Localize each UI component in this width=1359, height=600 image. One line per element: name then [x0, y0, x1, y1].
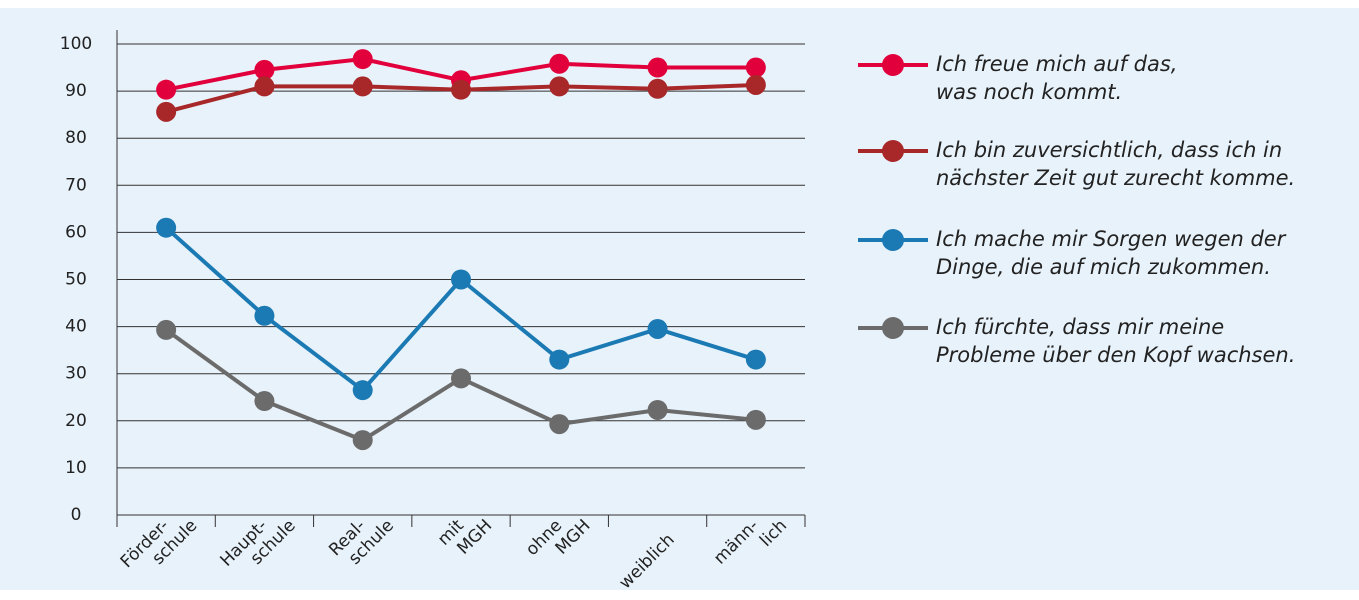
marker	[352, 430, 373, 451]
marker	[745, 74, 766, 95]
legend-label: Ich freue mich auf das,	[936, 52, 1177, 76]
marker	[647, 57, 668, 78]
marker	[156, 319, 177, 340]
y-tick-label: 10	[65, 458, 87, 478]
legend-label: was noch kommt.	[936, 80, 1122, 104]
marker	[352, 76, 373, 97]
marker	[549, 76, 570, 97]
y-tick-label: 0	[71, 505, 82, 525]
marker	[549, 414, 570, 435]
legend-label: Ich fürchte, dass mir meine	[936, 315, 1224, 339]
y-tick-label: 60	[65, 222, 87, 242]
legend-label: Dinge, die auf mich zukommen.	[936, 255, 1271, 279]
y-tick-label: 40	[65, 317, 87, 337]
marker	[549, 349, 570, 370]
y-tick-label: 70	[65, 175, 87, 195]
marker	[254, 76, 275, 97]
legend-label: Probleme über den Kopf wachsen.	[936, 343, 1295, 367]
legend-marker	[882, 140, 904, 162]
marker	[647, 399, 668, 420]
y-tick-label: 50	[65, 270, 87, 290]
marker	[156, 79, 177, 100]
marker	[647, 78, 668, 99]
marker	[549, 53, 570, 74]
y-tick-label: 90	[65, 81, 87, 101]
marker	[254, 391, 275, 412]
marker	[745, 57, 766, 78]
legend-label: Ich mache mir Sorgen wegen der	[936, 227, 1287, 251]
y-tick-label: 80	[65, 128, 87, 148]
marker	[254, 305, 275, 326]
legend-marker	[882, 317, 904, 339]
marker	[156, 217, 177, 238]
marker	[745, 349, 766, 370]
marker	[647, 318, 668, 339]
y-tick-label: 30	[65, 364, 87, 384]
marker	[352, 380, 373, 401]
legend-label: Ich bin zuversichtlich, dass ich in	[936, 138, 1282, 162]
marker	[352, 49, 373, 70]
y-tick-label: 20	[65, 411, 87, 431]
marker	[451, 269, 471, 290]
marker	[254, 59, 275, 80]
y-tick-label: 100	[60, 34, 92, 54]
legend-marker	[882, 54, 904, 76]
legend-label: nächster Zeit gut zurecht komme.	[936, 166, 1295, 190]
marker	[451, 79, 471, 100]
marker	[451, 368, 471, 389]
background	[0, 8, 1359, 590]
legend-marker	[882, 229, 904, 251]
marker	[745, 409, 766, 430]
marker	[156, 101, 177, 122]
